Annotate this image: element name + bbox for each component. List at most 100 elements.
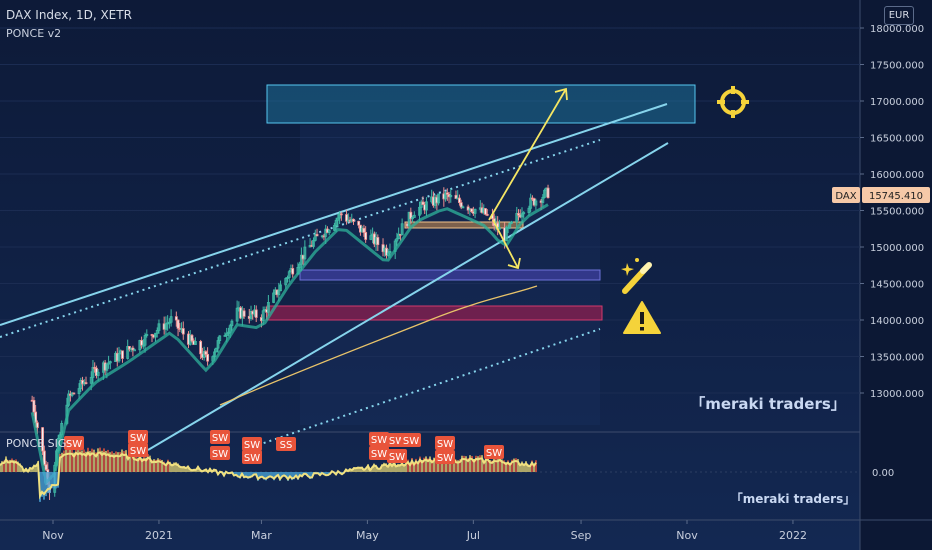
magic-wand-icon[interactable] (621, 258, 652, 294)
watermark-indicator: 「meraki traders」 (731, 491, 855, 506)
candle-body (504, 227, 508, 242)
candle-body (227, 331, 230, 335)
signal-label[interactable]: SW (437, 439, 453, 450)
candle-body (96, 371, 100, 376)
currency-badge[interactable]: EUR (884, 6, 914, 25)
candle-body (169, 316, 173, 323)
channel-lower-dotted-line (257, 328, 601, 446)
signal-label[interactable]: SW (212, 433, 228, 444)
candle-body (91, 367, 95, 378)
candle-body (216, 340, 220, 349)
x-axis: Nov 2021 Mar May Jul Sep Nov 2022 (42, 520, 807, 542)
crosshair-icon[interactable] (717, 86, 749, 118)
candle-body (204, 351, 208, 355)
chart-title[interactable]: DAX Index, 1D, XETR (6, 8, 132, 22)
candle-body (386, 252, 390, 256)
candle-body (529, 197, 533, 209)
signal-label[interactable]: SW (130, 446, 146, 457)
x-tick-label: 2021 (145, 529, 173, 542)
signal-label[interactable]: SW (371, 449, 387, 460)
candle-body (41, 427, 44, 452)
signal-label[interactable]: SW (130, 433, 146, 444)
candle-body (154, 332, 157, 338)
candle-body (298, 263, 302, 268)
candle-body (517, 213, 520, 216)
candle-body (254, 309, 258, 318)
candle-body (79, 379, 83, 389)
target-zone[interactable] (266, 84, 696, 124)
signal-label[interactable]: SW (486, 448, 502, 459)
candle-body (157, 323, 161, 331)
y-tick-label: 13500.000 (870, 353, 924, 364)
candle-body (218, 335, 222, 341)
candle-body (303, 246, 307, 260)
candle-body (277, 290, 281, 296)
candle-body (385, 247, 388, 256)
signal-label[interactable]: SW (389, 452, 405, 463)
candle-body (190, 334, 194, 342)
indicator-zero-label: 0.00 (872, 468, 894, 479)
candle-body (520, 213, 524, 218)
breakout-zone[interactable] (404, 221, 524, 229)
candle-body (376, 237, 380, 246)
candle-body (174, 316, 178, 321)
candle-body (395, 238, 399, 242)
candle-body (345, 214, 348, 222)
price-tag-value: 15745.410 (869, 191, 923, 202)
signal-label[interactable]: SW (244, 440, 260, 451)
candles (30, 184, 550, 501)
channel-upper-line[interactable] (0, 103, 668, 326)
candle-body (213, 351, 216, 358)
candle-body (291, 268, 295, 275)
x-tick-label: Jul (466, 529, 480, 542)
candle-body (67, 393, 71, 406)
candle-body (407, 211, 411, 227)
candle-body (249, 310, 253, 319)
signal-label[interactable]: SW (66, 439, 82, 450)
candle-body (279, 284, 282, 292)
candle-body (418, 206, 421, 216)
candle-body (206, 353, 209, 362)
warning-icon[interactable] (623, 301, 661, 334)
candle-body (369, 235, 373, 240)
support-zone-1[interactable] (299, 269, 601, 281)
candle-body (141, 344, 145, 347)
candle-body (199, 340, 203, 355)
candle-body (543, 189, 546, 198)
candle-body (235, 307, 239, 322)
signal-label[interactable]: SW (371, 435, 387, 446)
signal-label[interactable]: SW (244, 453, 260, 464)
bullish-projection-arrow[interactable] (488, 88, 567, 221)
candle-body (287, 271, 291, 278)
signal-label-box (401, 433, 421, 447)
price-tag-symbol: DAX (835, 191, 856, 202)
bearish-projection-arrow[interactable] (492, 219, 519, 269)
candle-body (437, 193, 441, 204)
indicator-pane-title[interactable]: PONCE SIG (6, 437, 67, 450)
candle-body (145, 334, 149, 336)
signal-label[interactable]: SS (280, 440, 293, 451)
candle-body (541, 196, 545, 203)
signal-label-box (128, 430, 148, 444)
y-tick-label: 14000.000 (870, 316, 924, 327)
x-tick-label: Mar (251, 529, 272, 542)
signal-label[interactable]: SW (389, 436, 405, 447)
x-tick-label: Sep (571, 529, 592, 542)
y-tick-label: 15000.000 (870, 243, 924, 254)
candle-body (181, 328, 185, 335)
candle-body (312, 239, 315, 247)
candle-body (459, 202, 463, 208)
candle-body (454, 194, 458, 199)
signal-label[interactable]: SW (403, 436, 419, 447)
signal-label[interactable]: SW (437, 453, 453, 464)
candle-body (133, 349, 137, 352)
candle-body (388, 251, 392, 254)
candle-body (400, 223, 404, 236)
indicator-name[interactable]: PONCE v2 (6, 27, 62, 40)
signal-label[interactable]: SW (212, 449, 228, 460)
candle-body (444, 192, 447, 200)
candle-body (534, 200, 538, 206)
candle-body (266, 302, 270, 313)
projection-arrows[interactable] (488, 87, 568, 270)
